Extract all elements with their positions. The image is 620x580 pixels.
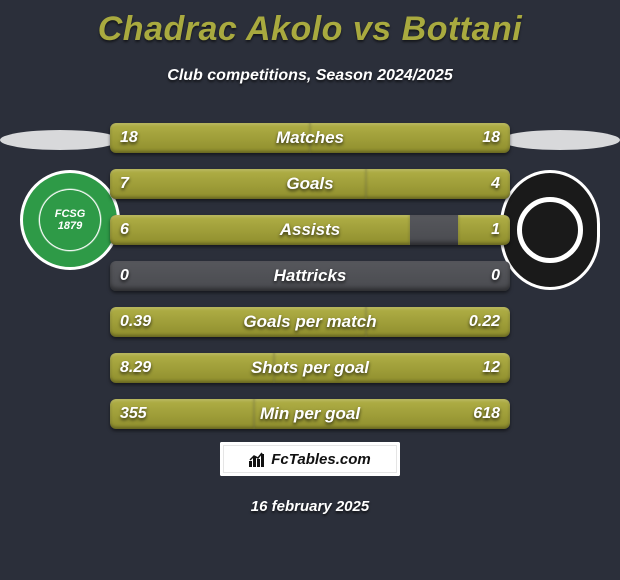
- stat-label: Hattricks: [110, 261, 510, 291]
- stat-value-left: 0: [120, 261, 129, 291]
- club-logo-left-text: FCSG 1879: [55, 208, 86, 232]
- stat-row: 18Matches18: [110, 123, 510, 153]
- stat-row: 0Hattricks0: [110, 261, 510, 291]
- stat-row: 7Goals4: [110, 169, 510, 199]
- bar-fill-right: [254, 399, 510, 429]
- bar-fill-right: [366, 169, 510, 199]
- club-logo-right: [500, 170, 600, 290]
- stat-row: 8.29Shots per goal12: [110, 353, 510, 383]
- page-subtitle: Club competitions, Season 2024/2025: [0, 67, 620, 85]
- club-logo-left: FCSG 1879: [20, 170, 120, 270]
- bar-fill-left: [110, 353, 274, 383]
- bar-fill-right: [310, 123, 510, 153]
- bar-fill-left: [110, 169, 366, 199]
- stat-value-right: 0: [491, 261, 500, 291]
- stat-row: 0.39Goals per match0.22: [110, 307, 510, 337]
- logo-left-line1: FCSG: [55, 208, 86, 220]
- bar-fill-right: [366, 307, 510, 337]
- ellipse-shadow-right: [500, 130, 620, 150]
- footer-date: 16 february 2025: [0, 498, 620, 515]
- ellipse-shadow-left: [0, 130, 120, 150]
- bar-fill-left: [110, 215, 410, 245]
- bar-chart-icon: [249, 451, 267, 467]
- stat-row: 6Assists1: [110, 215, 510, 245]
- brand-text: FcTables.com: [271, 451, 370, 468]
- bar-fill-left: [110, 399, 254, 429]
- bar-fill-left: [110, 307, 366, 337]
- logo-left-line2: 1879: [58, 220, 82, 232]
- bar-fill-left: [110, 123, 310, 153]
- stat-row: 355Min per goal618: [110, 399, 510, 429]
- comparison-bars: 18Matches18 7Goals4 6Assists1 0Hattricks0 0.…: [110, 123, 510, 445]
- bar-fill-right: [458, 215, 510, 245]
- brand-box: FcTables.com: [220, 442, 400, 476]
- bar-fill-right: [274, 353, 510, 383]
- page-title: Chadrac Akolo vs Bottani: [0, 0, 620, 49]
